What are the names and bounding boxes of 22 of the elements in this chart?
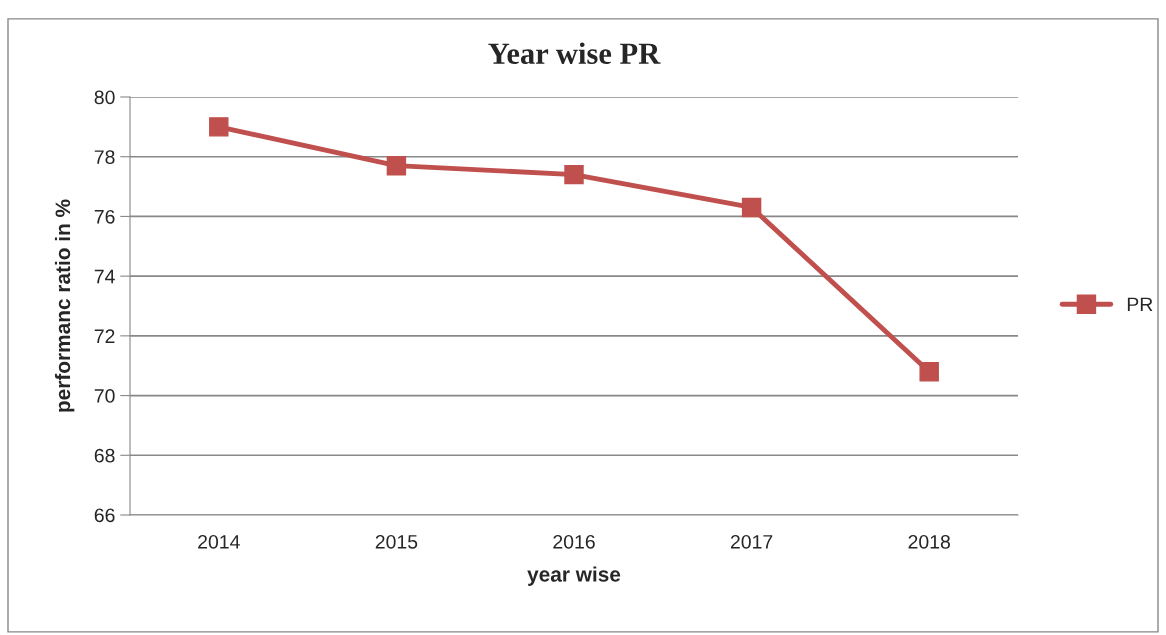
point xyxy=(741,197,762,218)
point xyxy=(919,361,939,382)
x-axis-title: year wise xyxy=(527,566,621,586)
point xyxy=(564,164,584,185)
legend-label: PR xyxy=(1127,297,1153,312)
y-tick-label: 80 xyxy=(94,90,115,105)
x-tick-label: 2014 xyxy=(198,534,240,549)
y-tick-label: 70 xyxy=(94,389,115,403)
chart-title: Year wise PR xyxy=(488,42,661,64)
y-tick-label: 66 xyxy=(94,508,115,523)
y-tick-label: 78 xyxy=(94,150,115,164)
x-tick-label: 2017 xyxy=(730,534,773,549)
x-tick-label: 2018 xyxy=(908,534,950,549)
y-tick-label: 68 xyxy=(94,448,115,463)
y-tick-label: 76 xyxy=(94,209,115,224)
y-tick-label: 72 xyxy=(94,329,115,343)
y-axis-title: performanc ratio in % xyxy=(54,199,75,412)
point xyxy=(386,155,407,176)
point xyxy=(209,117,229,137)
y-tick-label: 74 xyxy=(94,269,115,284)
x-tick-label: 2016 xyxy=(553,534,595,549)
x-tick-label: 2015 xyxy=(375,534,418,549)
